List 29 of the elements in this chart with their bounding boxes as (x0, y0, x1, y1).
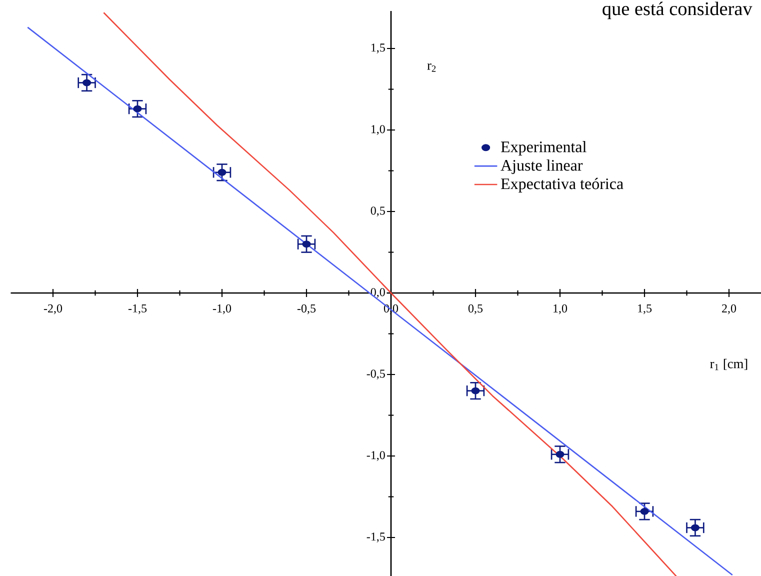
legend-label: Expectativa teórica (500, 178, 624, 192)
y-tick-label: -1,5 (366, 532, 385, 542)
point (640, 508, 649, 515)
x-tick-label: 1,5 (638, 304, 652, 314)
x-tick-label: -1,5 (128, 304, 147, 314)
y-tick-label: -0,5 (366, 370, 385, 380)
x-tick-label: 1,0 (554, 304, 568, 314)
y-tick-label: 0,5 (370, 206, 385, 216)
point (218, 168, 226, 176)
legend-label: Ajuste linear (500, 159, 583, 174)
y-tick-label: 1,0 (371, 125, 385, 135)
point (556, 450, 564, 458)
point (82, 79, 92, 86)
y-tick-label: -1,0 (366, 451, 385, 461)
y-tick-label: 1,5 (371, 44, 385, 54)
point (690, 524, 700, 532)
point (302, 240, 311, 248)
legend-label: Experimental (500, 141, 586, 156)
x-tick-label: -0,5 (297, 304, 316, 314)
annotation: que está considerav (602, 2, 752, 20)
y-axis-title: r$_{2}$ (427, 63, 436, 72)
point (133, 105, 142, 112)
x-tick-label: 2,0 (722, 304, 736, 314)
x-tick-label: -1,0 (212, 304, 232, 314)
point (471, 387, 480, 394)
y-tick-label: 0,0 (370, 288, 385, 298)
x-tick-label: -2,0 (44, 304, 62, 314)
x-tick-label: 0,5 (468, 304, 483, 314)
x-axis-title: r$_{1}$ [cm] (710, 358, 748, 370)
